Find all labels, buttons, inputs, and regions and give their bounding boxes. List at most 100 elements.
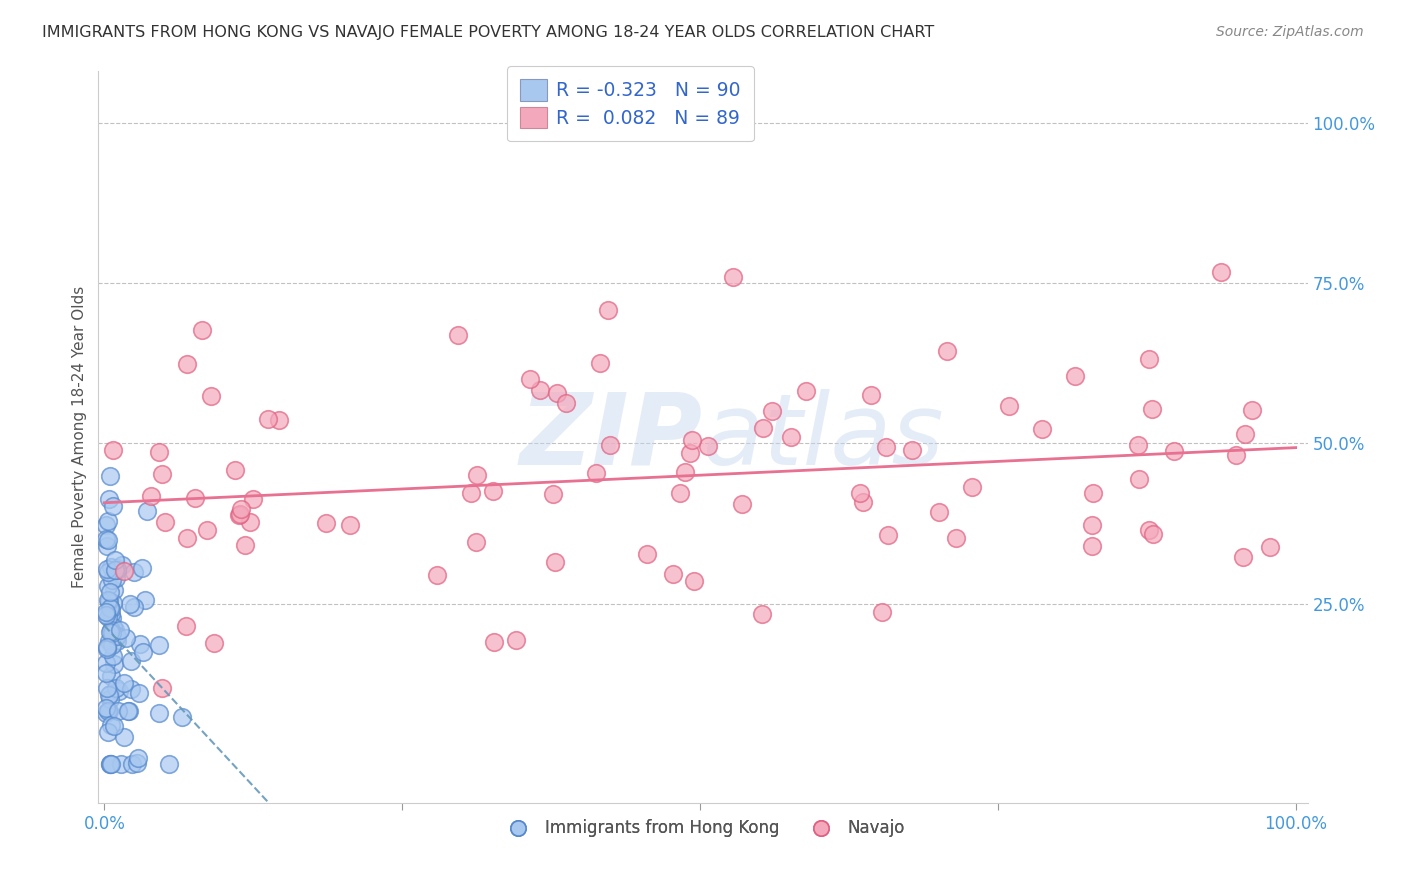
Point	[153, 516, 176, 530]
Point	[98, 757, 121, 772]
Text: Source: ZipAtlas.com: Source: ZipAtlas.com	[1216, 25, 1364, 39]
Point	[148, 638, 170, 652]
Point	[101, 638, 124, 652]
Point	[859, 387, 882, 401]
Point	[104, 623, 127, 637]
Point	[1080, 540, 1102, 554]
Point	[97, 533, 120, 547]
Point	[122, 600, 145, 615]
Point	[1031, 422, 1053, 436]
Point	[100, 560, 122, 574]
Point	[97, 704, 120, 718]
Point	[131, 645, 153, 659]
Point	[100, 573, 122, 587]
Point	[136, 504, 159, 518]
Point	[94, 665, 117, 680]
Point	[134, 593, 156, 607]
Point	[339, 518, 361, 533]
Point	[108, 683, 131, 698]
Point	[96, 681, 118, 696]
Point	[184, 491, 207, 505]
Point	[585, 466, 607, 480]
Point	[112, 730, 135, 744]
Point	[98, 757, 121, 772]
Point	[233, 538, 256, 552]
Text: atlas: atlas	[703, 389, 945, 485]
Point	[104, 563, 127, 577]
Point	[554, 396, 576, 410]
Point	[945, 531, 967, 545]
Point	[761, 404, 783, 418]
Point	[1163, 444, 1185, 458]
Point	[1142, 526, 1164, 541]
Point	[928, 505, 950, 519]
Point	[875, 440, 897, 454]
Point	[127, 756, 149, 770]
Point	[98, 492, 121, 507]
Point	[1064, 368, 1087, 383]
Point	[104, 629, 127, 643]
Point	[544, 556, 567, 570]
Point	[529, 383, 551, 397]
Point	[117, 704, 139, 718]
Point	[997, 399, 1019, 413]
Point	[105, 561, 128, 575]
Point	[98, 704, 121, 718]
Point	[1083, 486, 1105, 500]
Point	[1233, 426, 1256, 441]
Point	[100, 624, 122, 638]
Point	[97, 578, 120, 592]
Point	[97, 610, 120, 624]
Point	[877, 528, 900, 542]
Point	[117, 704, 139, 718]
Point	[103, 499, 125, 513]
Point	[546, 385, 568, 400]
Point	[505, 633, 527, 648]
Point	[148, 444, 170, 458]
Point	[589, 356, 612, 370]
Point	[269, 413, 291, 427]
Point	[721, 269, 744, 284]
Point	[94, 700, 117, 714]
Point	[128, 686, 150, 700]
Point	[1142, 402, 1164, 417]
Point	[94, 606, 117, 620]
Point	[176, 531, 198, 545]
Point	[669, 485, 692, 500]
Point	[679, 446, 702, 460]
Point	[108, 623, 131, 637]
Point	[98, 687, 121, 701]
Point	[152, 681, 174, 695]
Point	[1126, 438, 1149, 452]
Point	[101, 649, 124, 664]
Point	[157, 757, 180, 772]
Point	[118, 598, 141, 612]
Point	[751, 607, 773, 621]
Point	[1081, 518, 1104, 533]
Point	[870, 605, 893, 619]
Point	[176, 358, 198, 372]
Point	[200, 389, 222, 403]
Point	[794, 384, 817, 399]
Point	[97, 565, 120, 579]
Text: ZIP: ZIP	[520, 389, 703, 485]
Point	[104, 553, 127, 567]
Point	[596, 303, 619, 318]
Point	[683, 574, 706, 588]
Point	[170, 710, 193, 724]
Point	[673, 465, 696, 479]
Point	[127, 751, 149, 765]
Point	[101, 596, 124, 610]
Point	[148, 706, 170, 721]
Point	[98, 585, 121, 599]
Point	[191, 323, 214, 337]
Point	[96, 642, 118, 657]
Point	[849, 486, 872, 500]
Point	[681, 434, 703, 448]
Point	[122, 565, 145, 579]
Point	[257, 412, 280, 426]
Point	[128, 637, 150, 651]
Point	[94, 517, 117, 532]
Point	[541, 487, 564, 501]
Point	[96, 561, 118, 575]
